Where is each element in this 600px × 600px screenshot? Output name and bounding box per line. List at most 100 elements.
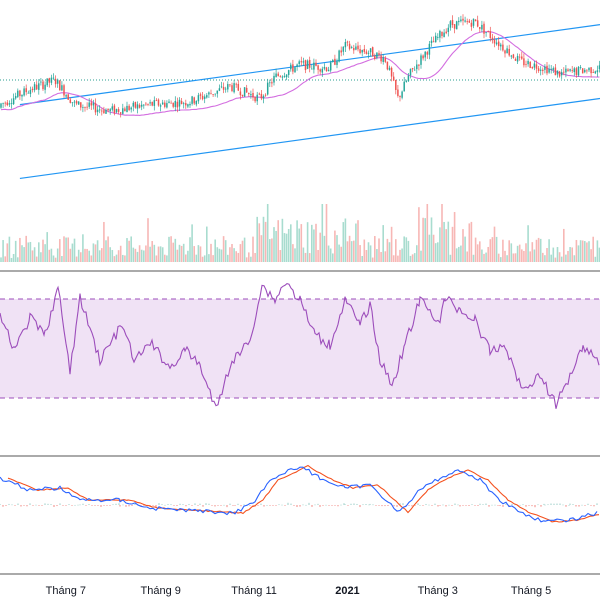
volume-bar [405, 237, 408, 262]
candle-body [439, 30, 441, 38]
candle [560, 69, 563, 79]
candle-body [29, 89, 32, 94]
candle-body [266, 82, 269, 95]
volume-bar [565, 254, 567, 262]
candle [588, 67, 590, 72]
candle [567, 68, 569, 72]
candle-body [472, 18, 475, 26]
candle-body [157, 99, 160, 106]
candle-body [508, 48, 510, 56]
candle-body [77, 101, 80, 105]
volume-bar [191, 224, 193, 262]
candle [479, 27, 481, 33]
candle [212, 94, 214, 98]
candle-body [153, 100, 156, 106]
volume-bar [344, 218, 347, 262]
candle-body [166, 103, 168, 108]
candle [124, 106, 126, 112]
candle [29, 86, 32, 98]
candle-body [573, 68, 576, 73]
candle-body [424, 51, 426, 58]
candle [445, 28, 447, 35]
macd-panel[interactable] [0, 464, 600, 523]
candle [514, 57, 517, 62]
candle [12, 93, 15, 106]
candle [338, 49, 340, 63]
volume-bar [54, 257, 57, 262]
candle-body [138, 104, 141, 108]
candle-body [407, 75, 410, 82]
candle-body [50, 77, 53, 83]
candle [409, 68, 412, 79]
candle-body [161, 102, 164, 105]
candle-body [317, 65, 319, 70]
macd-histogram-bar [343, 503, 345, 505]
macd-histogram-bar [234, 505, 236, 506]
macd-histogram-bar [454, 503, 456, 505]
volume-bar [329, 248, 332, 262]
volume-bar [500, 257, 502, 262]
macd-histogram-bar [94, 505, 96, 506]
candle-body [298, 61, 300, 64]
candle-body [2, 102, 4, 104]
candle-body [350, 47, 353, 48]
macd-histogram-bar [176, 505, 178, 506]
candle [256, 91, 258, 106]
candle-body [197, 95, 200, 102]
macd-histogram-bar [220, 505, 222, 506]
volume-bar [334, 230, 336, 262]
volume-bar [14, 240, 17, 262]
volume-bar [117, 250, 120, 262]
candle [592, 69, 594, 74]
volume-bar [300, 224, 303, 262]
candle-body [340, 50, 342, 53]
macd-histogram-bar [562, 504, 564, 506]
volume-bar [422, 217, 424, 262]
candle [210, 89, 212, 95]
macd-histogram-bar [74, 504, 76, 506]
volume-bar [0, 257, 2, 262]
volume-bar [539, 238, 542, 262]
volume-bar [455, 248, 458, 262]
candle-body [17, 90, 19, 97]
macd-histogram-bar [553, 503, 555, 505]
candle-body [275, 73, 277, 78]
channel-line-lower[interactable] [19, 97, 600, 180]
candle-body [216, 90, 219, 94]
candle-body [159, 105, 162, 107]
volume-bar [264, 221, 267, 262]
candle-body [374, 55, 376, 59]
volume-bar [560, 256, 563, 262]
macd-histogram-bar [263, 505, 265, 507]
volume-bar [31, 250, 34, 262]
candle-body [222, 86, 225, 90]
candle [573, 66, 576, 76]
volume-bar [359, 245, 361, 262]
macd-histogram-bar [578, 505, 580, 507]
candle [208, 91, 210, 99]
volume-bar [262, 216, 265, 262]
rsi-panel[interactable] [0, 282, 600, 409]
candle-body [269, 82, 271, 84]
macd-histogram-bar [494, 504, 496, 506]
volume-bar [4, 256, 6, 262]
candle-body [214, 93, 216, 95]
macd-histogram-bar [353, 503, 355, 505]
price-panel[interactable] [0, 14, 600, 180]
volume-bar [35, 256, 38, 262]
volume-bar [182, 243, 185, 262]
volume-bar [237, 252, 240, 262]
macd-histogram-bar [35, 504, 37, 506]
macd-histogram-bar [185, 505, 187, 507]
candle [199, 92, 202, 100]
candle [174, 96, 177, 112]
candle-body [365, 51, 368, 54]
volume-bar [384, 251, 387, 262]
volume-bar [80, 252, 82, 262]
volume-bar [88, 250, 90, 262]
candle-body [455, 21, 458, 30]
candle-body [235, 83, 237, 85]
candle-body [103, 110, 105, 114]
x-tick-label: Tháng 11 [231, 585, 277, 597]
